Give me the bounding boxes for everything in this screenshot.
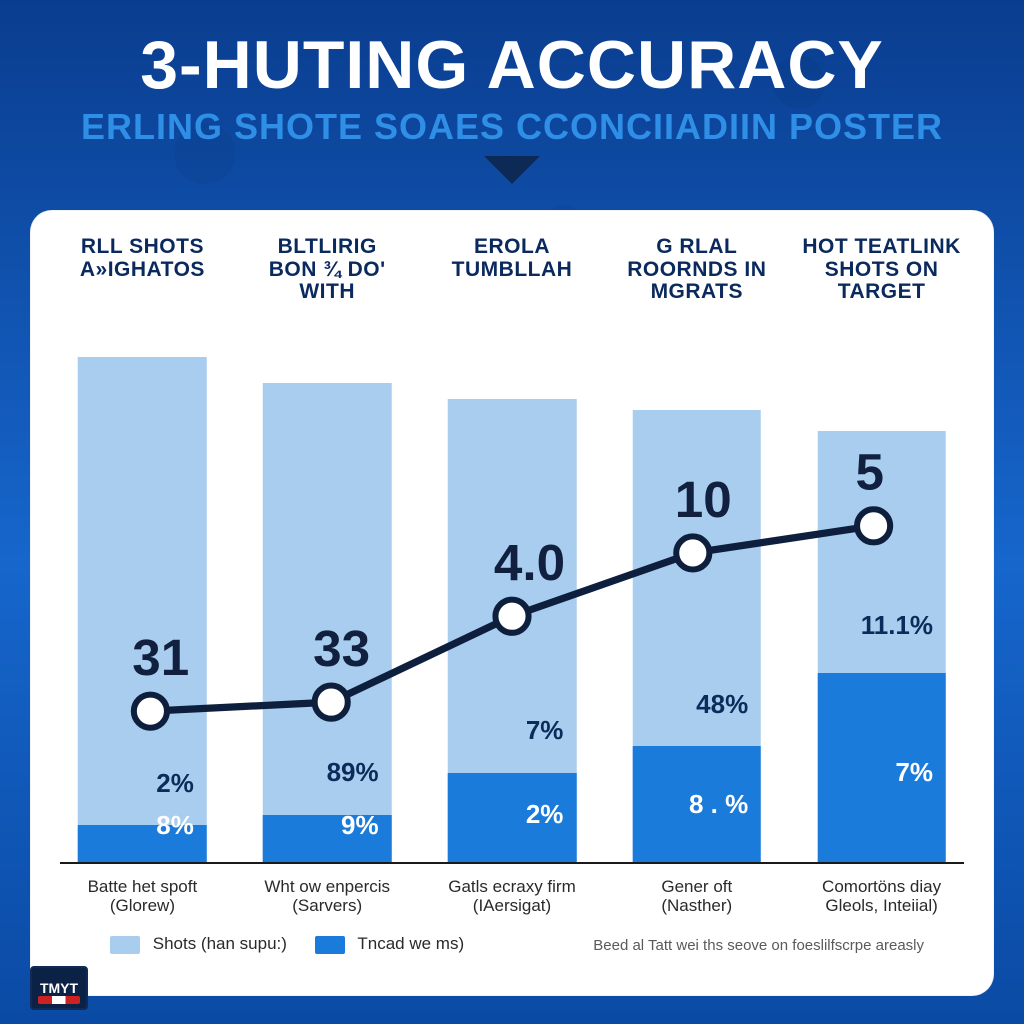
header: 3-HUTING ACCURACY ERLING SHOTE SOAES CCO…	[0, 26, 1024, 184]
bar-value-label: 8%	[156, 810, 194, 841]
chevron-down-icon	[484, 156, 540, 184]
chart-panel: RLL SHOTSA»IGHATOS BLTLIRIGBON ¾ DO' WITH…	[30, 210, 994, 996]
column-header: HOT TEATLINKSHOTS ONTARGET	[799, 236, 964, 304]
svg-text:33: 33	[313, 620, 370, 677]
x-axis-label: Comortöns diayGleols, Inteiial)	[799, 877, 964, 916]
footnote: Beed al Tatt wei ths seove on foeslilfsc…	[593, 937, 924, 954]
x-axis-label: Batte het spoft(Glorew)	[60, 877, 225, 916]
x-axis-label: Gatls ecraxy firm(IAersigat)	[430, 877, 595, 916]
x-axis-label: Wht ow enpercis(Sarvers)	[245, 877, 410, 916]
svg-text:31: 31	[132, 629, 189, 686]
svg-text:4.0: 4.0	[494, 534, 565, 591]
poster-title: 3-HUTING ACCURACY	[0, 26, 1024, 104]
legend-swatch-1	[110, 936, 140, 954]
column-header: G RLALROORNDS INMGRATS	[614, 236, 779, 304]
poster-root: 3-HUTING ACCURACY ERLING SHOTE SOAES CCO…	[0, 0, 1024, 1024]
bar-value-label: 8 . %	[689, 789, 748, 820]
bar-value-label: 2%	[526, 799, 564, 830]
chart-area: 2%8%89%9%7%2%48%8 . %11.1%7% 31334.0105 …	[60, 336, 964, 974]
legend: Shots (han supu:) Tncad we ms)	[110, 934, 464, 954]
svg-text:10: 10	[675, 471, 732, 528]
x-axis-label: Gener oft(Nasther)	[614, 877, 779, 916]
legend-item-1: Shots (han supu:)	[110, 934, 287, 954]
column-header: RLL SHOTSA»IGHATOS	[60, 236, 225, 304]
x-axis-line	[60, 862, 964, 864]
column-header: BLTLIRIGBON ¾ DO' WITH	[245, 236, 410, 304]
bar-value-label: 9%	[341, 810, 379, 841]
legend-swatch-2	[315, 936, 345, 954]
poster-subtitle: ERLING SHOTE SOAES CCONCIIADIIN POSTER	[0, 106, 1024, 148]
column-header: EROLATUMBLLAH	[430, 236, 595, 304]
legend-label-2: Tncad we ms)	[357, 934, 464, 953]
brand-logo-text: TMYT	[40, 980, 78, 996]
brand-logo: TMYT	[30, 966, 88, 1010]
column-headers: RLL SHOTSA»IGHATOS BLTLIRIGBON ¾ DO' WITH…	[60, 236, 964, 304]
legend-item-2: Tncad we ms)	[315, 934, 464, 954]
trend-line: 31 33 4.0 10 5	[60, 336, 964, 788]
svg-text:5: 5	[856, 444, 885, 501]
x-axis-labels: Batte het spoft(Glorew) Wht ow enpercis(S…	[60, 877, 964, 916]
legend-label-1: Shots (han supu:)	[153, 934, 287, 953]
